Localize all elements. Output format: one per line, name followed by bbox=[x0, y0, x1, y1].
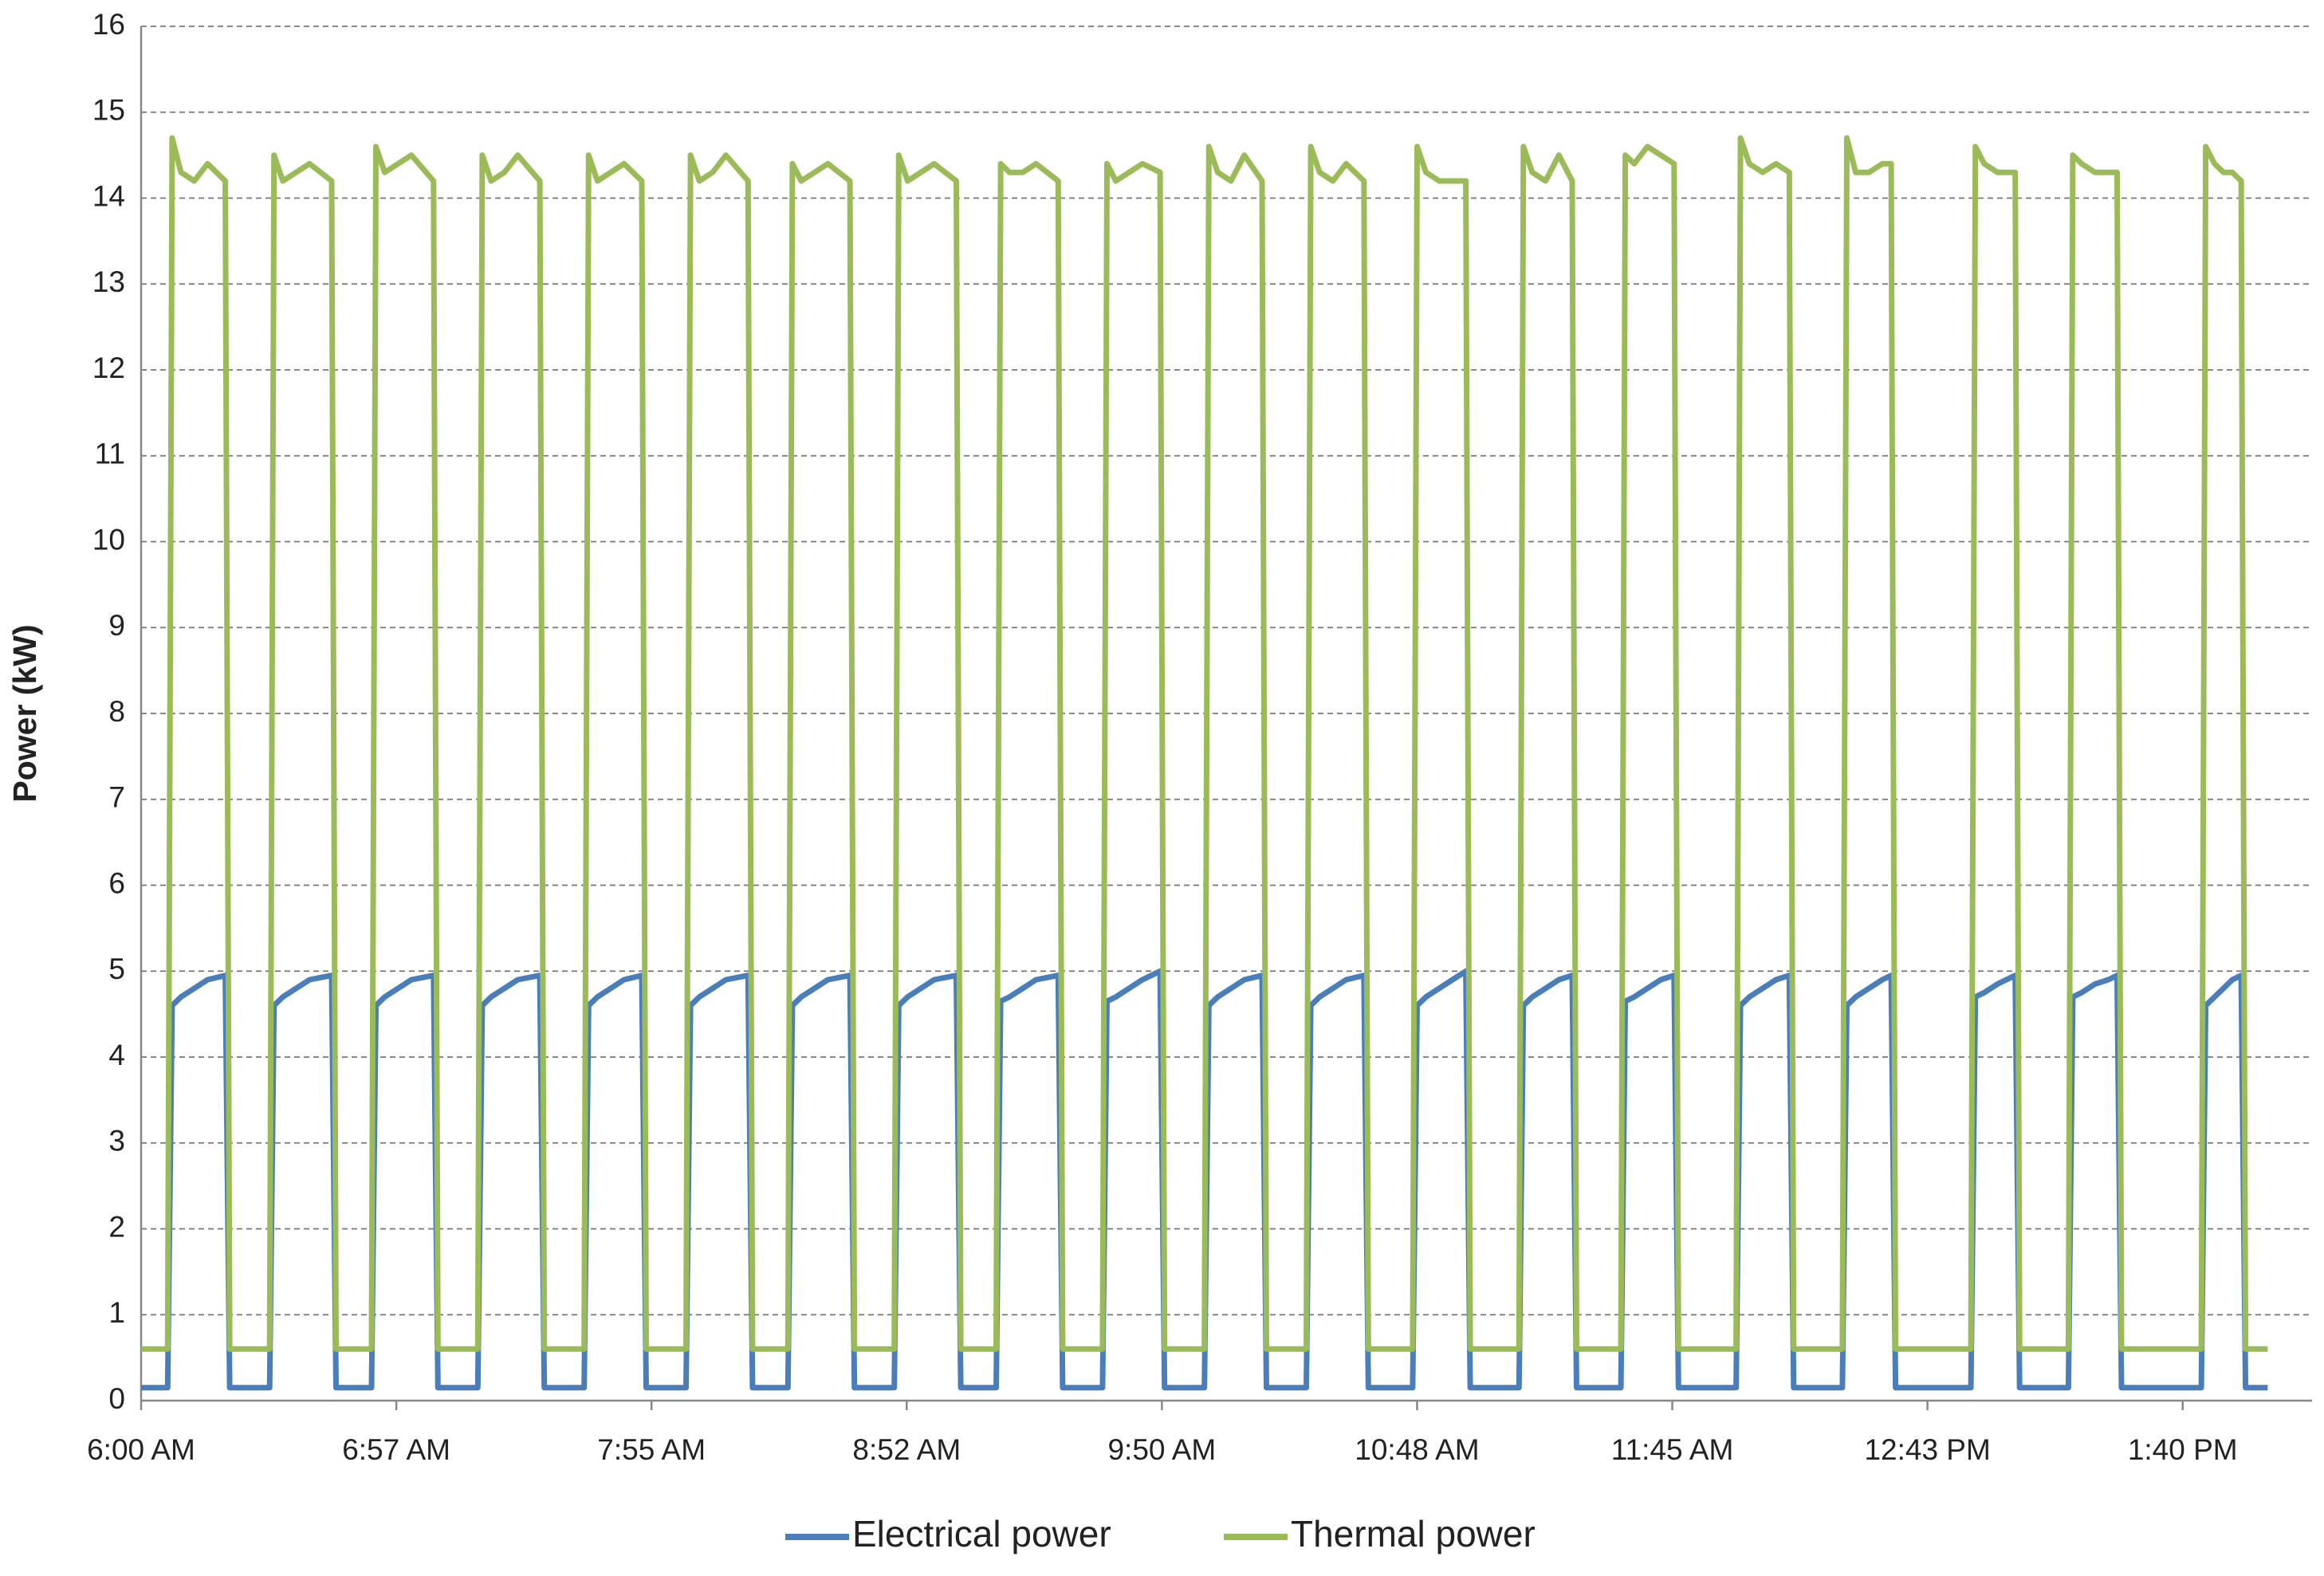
x-tick-label: 11:45 AM bbox=[1611, 1433, 1734, 1466]
y-tick-label: 10 bbox=[92, 523, 125, 556]
legend-label: Thermal power bbox=[1291, 1513, 1536, 1554]
y-tick-label: 3 bbox=[108, 1125, 125, 1157]
y-tick-label: 7 bbox=[108, 781, 125, 814]
x-tick-label: 10:48 AM bbox=[1355, 1433, 1479, 1466]
y-tick-label: 2 bbox=[108, 1210, 125, 1243]
y-tick-label: 1 bbox=[108, 1296, 125, 1329]
y-axis-title: Power (kW) bbox=[6, 624, 43, 802]
y-tick-label: 16 bbox=[92, 8, 125, 41]
x-tick-label: 9:50 AM bbox=[1107, 1433, 1216, 1466]
y-tick-label: 15 bbox=[92, 94, 125, 127]
y-tick-label: 12 bbox=[92, 352, 125, 384]
y-tick-label: 8 bbox=[108, 695, 125, 728]
y-tick-label: 14 bbox=[92, 179, 125, 212]
y-tick-label: 5 bbox=[108, 953, 125, 985]
x-tick-label: 7:55 AM bbox=[597, 1433, 706, 1466]
series-line bbox=[141, 135, 2268, 1352]
x-tick-label: 6:57 AM bbox=[342, 1433, 450, 1466]
y-tick-label: 13 bbox=[92, 265, 125, 298]
y-tick-label: 11 bbox=[95, 438, 125, 470]
x-tick-label: 1:40 PM bbox=[2128, 1433, 2238, 1466]
x-tick-label: 12:43 PM bbox=[1864, 1433, 1990, 1466]
y-tick-label: 9 bbox=[108, 609, 125, 642]
x-tick-label: 8:52 AM bbox=[852, 1433, 961, 1466]
y-tick-label: 6 bbox=[108, 867, 125, 899]
legend-label: Electrical power bbox=[852, 1513, 1111, 1554]
series-line bbox=[141, 968, 2268, 1391]
y-tick-label: 0 bbox=[108, 1382, 125, 1415]
y-tick-label: 4 bbox=[108, 1039, 125, 1071]
x-tick-label: 6:00 AM bbox=[87, 1433, 195, 1466]
